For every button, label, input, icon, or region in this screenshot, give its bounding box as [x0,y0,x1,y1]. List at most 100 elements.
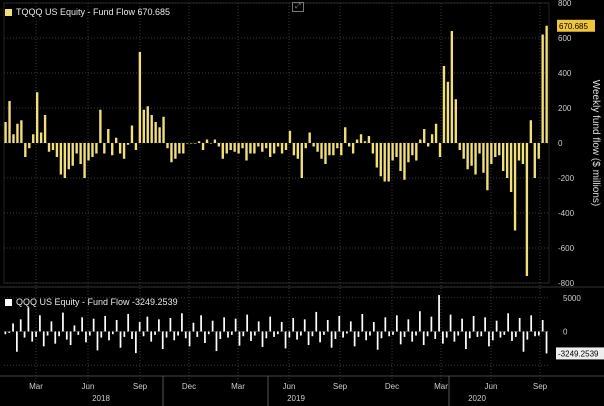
bottom-bar [154,331,156,335]
top-y-tick-label: 200 [558,104,572,113]
top-bar [47,143,51,152]
top-bar [245,143,248,161]
bottom-bar [104,315,107,332]
top-bar [494,143,497,157]
top-bar [162,116,165,143]
expand-icon[interactable]: ⤢ [292,2,304,12]
top-y-tick-label: 800 [558,0,572,8]
top-bar [87,143,90,161]
top-bar [178,143,181,154]
top-y-tick-label: -600 [558,244,575,253]
top-bar [395,143,398,157]
top-bar [308,132,311,143]
x-month-tick-label: Jun [485,382,498,391]
top-bar [71,143,74,166]
top-bar [458,143,461,150]
top-y-tick-label: -800 [558,279,575,288]
top-bar [111,143,114,156]
top-bar [229,143,232,150]
bottom-bar [242,331,245,337]
top-bar [67,143,70,170]
bottom-bar [8,331,11,333]
top-bar [217,143,221,147]
bottom-bar [111,331,114,335]
top-bar [367,136,371,143]
bottom-bar [23,331,26,338]
bottom-bar [19,319,22,332]
top-bar [75,143,78,154]
top-bar [8,101,11,143]
top-bar [312,143,315,147]
top-bar [158,127,161,143]
bottom-bar [261,331,264,348]
bottom-bar [54,331,57,344]
bottom-bar [380,331,383,339]
bottom-bar [319,331,321,343]
bottom-bar [426,331,429,337]
top-bar [340,143,343,156]
top-bar [142,109,145,143]
bottom-bar [215,331,218,352]
top-bar [233,143,236,152]
bottom-bar [403,331,406,337]
legend-qqq-swatch [5,298,12,306]
bottom-bar [484,317,486,332]
bottom-bar [31,331,34,342]
top-bar [205,139,209,143]
bottom-bar [395,315,398,332]
bottom-bar [495,320,498,332]
top-bar [182,143,185,154]
top-bar [482,143,485,173]
top-bar [130,125,134,143]
top-bar [95,143,98,154]
x-month-tick-label: Sep [133,382,148,391]
bottom-bar [511,331,513,341]
top-bar [415,143,418,161]
bottom-bar [300,331,302,336]
x-month-tick-label: Jun [82,382,95,391]
top-bar [288,130,292,143]
x-year-label: 2019 [287,394,305,403]
bottom-bar [127,313,130,332]
bottom-bar [384,317,387,332]
top-bar [529,120,533,143]
bottom-bar [284,331,287,349]
bottom-bar [480,331,483,337]
top-last-value-label: 670.685 [559,22,588,31]
top-bar [383,143,386,182]
top-bar [20,120,23,143]
bottom-bar [207,331,210,335]
bottom-bar [35,331,37,337]
bottom-bar [12,323,14,332]
top-bar [375,143,379,168]
top-bar [300,143,303,178]
x-month-tick-label: Sep [333,382,348,391]
bottom-bar [411,331,414,342]
top-bar [387,143,390,182]
bottom-bar [134,331,137,354]
x-month-tick-label: Dec [385,382,399,391]
top-bar [502,143,505,171]
top-bar [24,143,27,157]
top-bar [545,25,548,143]
bottom-bar [257,321,260,332]
top-bar [35,92,39,143]
bottom-bar [530,315,533,332]
top-bar [186,143,189,144]
bottom-bar [92,318,95,332]
bottom-bar [211,320,214,332]
top-bar [4,122,7,143]
top-bar [328,143,331,156]
top-bar [249,143,252,154]
x-month-tick-label: Mar [434,382,448,391]
bottom-bar [353,331,356,347]
bottom-bar [422,331,425,345]
top-bar [221,143,224,159]
bottom-bar [238,331,241,346]
bottom-bar [223,317,225,332]
bottom-bar [65,331,68,340]
top-bar [363,141,367,143]
x-month-tick-label: Mar [231,382,245,391]
bottom-bar [349,321,352,332]
